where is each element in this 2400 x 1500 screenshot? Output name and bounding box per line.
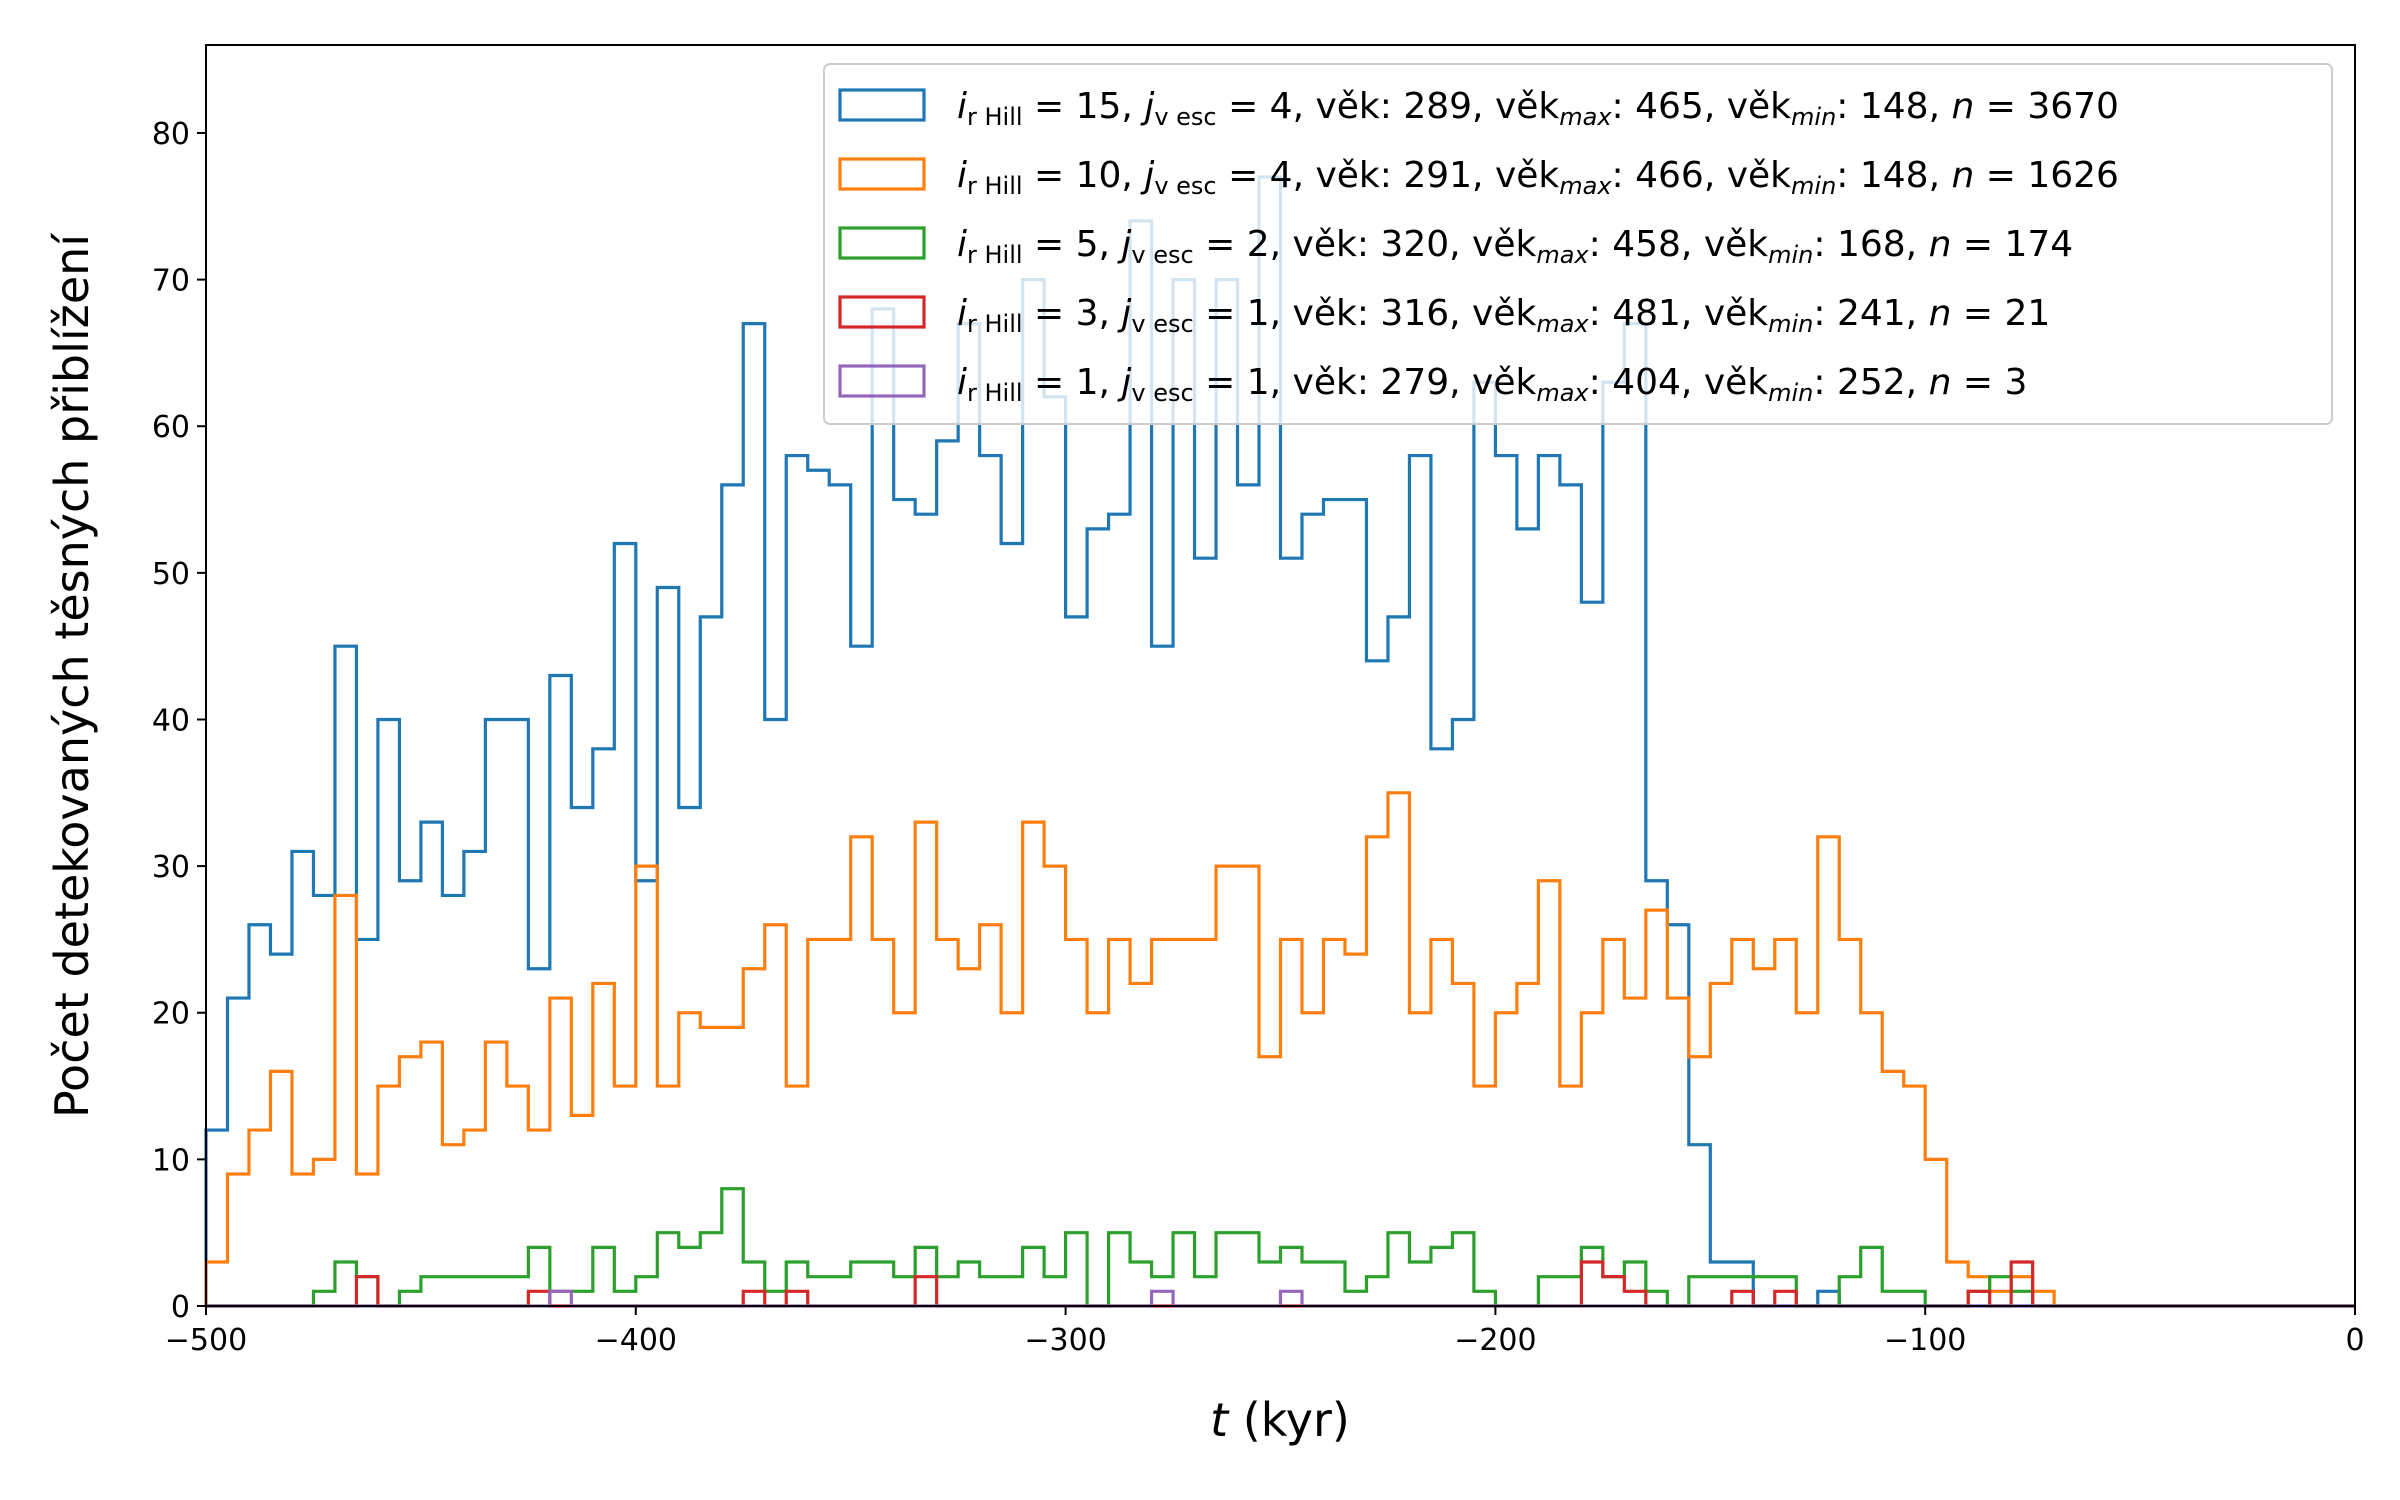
y-tick-label: 50: [152, 557, 190, 592]
legend: ir Hill = 15, jv esc = 4, věk: 289, věkm…: [823, 63, 2333, 425]
legend-entry: ir Hill = 15, jv esc = 4, věk: 289, věkm…: [957, 86, 2119, 131]
legend-swatch: [838, 88, 926, 122]
legend-entry: ir Hill = 10, jv esc = 4, věk: 291, věkm…: [957, 155, 2119, 200]
legend-swatch: [838, 295, 926, 329]
legend-entry: ir Hill = 5, jv esc = 2, věk: 320, věkma…: [957, 224, 2073, 269]
y-tick-label: 80: [152, 117, 190, 152]
y-tick-label: 10: [152, 1143, 190, 1178]
y-tick-label: 60: [152, 410, 190, 445]
x-axis-title: t (kyr): [1210, 1393, 1350, 1447]
legend-entry: ir Hill = 3, jv esc = 1, věk: 316, věkma…: [957, 293, 2050, 338]
x-tick-label: −400: [595, 1323, 677, 1358]
legend-swatch: [838, 364, 926, 398]
y-axis: 0 10 20 30 40 50 60 70 80: [152, 117, 206, 1325]
axes-frame: [205, 44, 2356, 1307]
x-tick-label: −200: [1454, 1323, 1536, 1358]
x-axis: −500 −400 −300 −200 −100 0: [165, 1306, 2365, 1358]
y-tick-label: 0: [171, 1290, 190, 1325]
y-tick-label: 20: [152, 997, 190, 1032]
legend-box: [823, 63, 2333, 425]
x-tick-label: −300: [1024, 1323, 1106, 1358]
histogram-series-1: [204, 175, 2355, 1308]
y-axis-title: Počet detekovaných těsných přiblížení: [45, 233, 99, 1118]
x-tick-label: −100: [1884, 1323, 1966, 1358]
legend-swatch: [838, 157, 926, 191]
y-tick-label: 70: [152, 264, 190, 299]
y-tick-label: 40: [152, 703, 190, 738]
histogram-series-2: [204, 791, 2355, 1308]
legend-entry: ir Hill = 1, jv esc = 1, věk: 279, věkma…: [957, 362, 2027, 407]
y-tick-label: 30: [152, 850, 190, 885]
legend-swatch: [838, 226, 926, 260]
x-tick-label: 0: [2345, 1323, 2364, 1358]
x-tick-label: −500: [165, 1323, 247, 1358]
